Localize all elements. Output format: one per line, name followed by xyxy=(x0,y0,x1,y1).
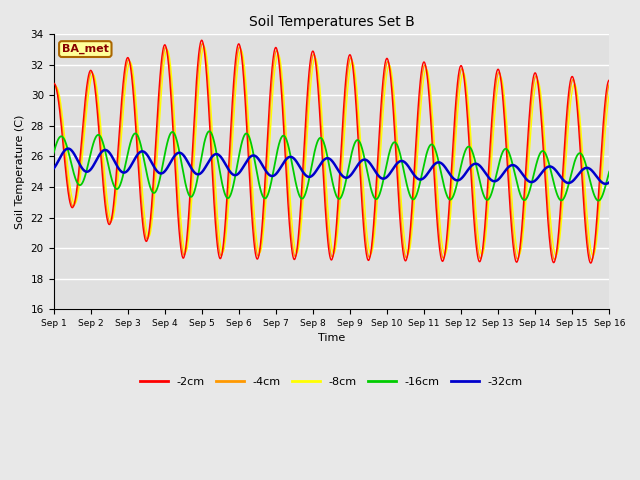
-4cm xyxy=(198,40,206,46)
Line: -4cm: -4cm xyxy=(54,43,609,260)
-32cm xyxy=(65,146,72,152)
-4cm xyxy=(588,257,596,263)
-16cm xyxy=(50,151,58,156)
-4cm xyxy=(488,136,495,142)
Title: Soil Temperatures Set B: Soil Temperatures Set B xyxy=(248,15,414,29)
-2cm xyxy=(587,260,595,266)
-16cm xyxy=(589,189,597,195)
-2cm xyxy=(488,122,495,128)
-4cm xyxy=(589,253,597,259)
-2cm xyxy=(320,186,328,192)
-16cm xyxy=(205,128,213,134)
-32cm xyxy=(488,177,495,183)
-4cm xyxy=(78,144,86,149)
Line: -16cm: -16cm xyxy=(54,131,609,201)
-4cm xyxy=(590,252,598,257)
-32cm xyxy=(589,169,597,175)
-4cm xyxy=(305,79,313,84)
-2cm xyxy=(78,133,86,139)
-8cm xyxy=(200,44,208,49)
-16cm xyxy=(605,169,613,175)
-16cm xyxy=(488,191,495,197)
-32cm xyxy=(320,157,328,163)
-8cm xyxy=(605,92,613,97)
-2cm xyxy=(590,249,598,254)
-4cm xyxy=(50,83,58,88)
-8cm xyxy=(488,160,495,166)
-4cm xyxy=(605,81,613,87)
-32cm xyxy=(305,174,313,180)
-16cm xyxy=(78,181,86,187)
X-axis label: Time: Time xyxy=(318,334,345,343)
-16cm xyxy=(305,175,313,181)
Line: -32cm: -32cm xyxy=(54,149,609,184)
-32cm xyxy=(589,169,597,175)
Line: -8cm: -8cm xyxy=(54,47,609,255)
-32cm xyxy=(78,166,86,171)
-8cm xyxy=(50,89,58,95)
-32cm xyxy=(605,180,613,185)
-16cm xyxy=(595,198,602,204)
-8cm xyxy=(589,252,597,258)
Legend: -2cm, -4cm, -8cm, -16cm, -32cm: -2cm, -4cm, -8cm, -16cm, -32cm xyxy=(136,372,527,392)
-2cm xyxy=(198,37,205,43)
-16cm xyxy=(320,140,328,146)
-2cm xyxy=(605,77,613,83)
Line: -2cm: -2cm xyxy=(54,40,609,263)
-2cm xyxy=(50,80,58,86)
-8cm xyxy=(590,252,598,258)
-4cm xyxy=(320,170,328,176)
-32cm xyxy=(602,181,609,187)
Y-axis label: Soil Temperature (C): Soil Temperature (C) xyxy=(15,115,25,229)
-8cm xyxy=(589,252,597,258)
-8cm xyxy=(305,100,313,106)
Text: BA_met: BA_met xyxy=(62,44,109,54)
-16cm xyxy=(589,190,597,196)
-2cm xyxy=(589,251,597,257)
-2cm xyxy=(305,67,313,72)
-32cm xyxy=(50,166,58,171)
-8cm xyxy=(78,159,86,165)
-8cm xyxy=(320,145,328,151)
